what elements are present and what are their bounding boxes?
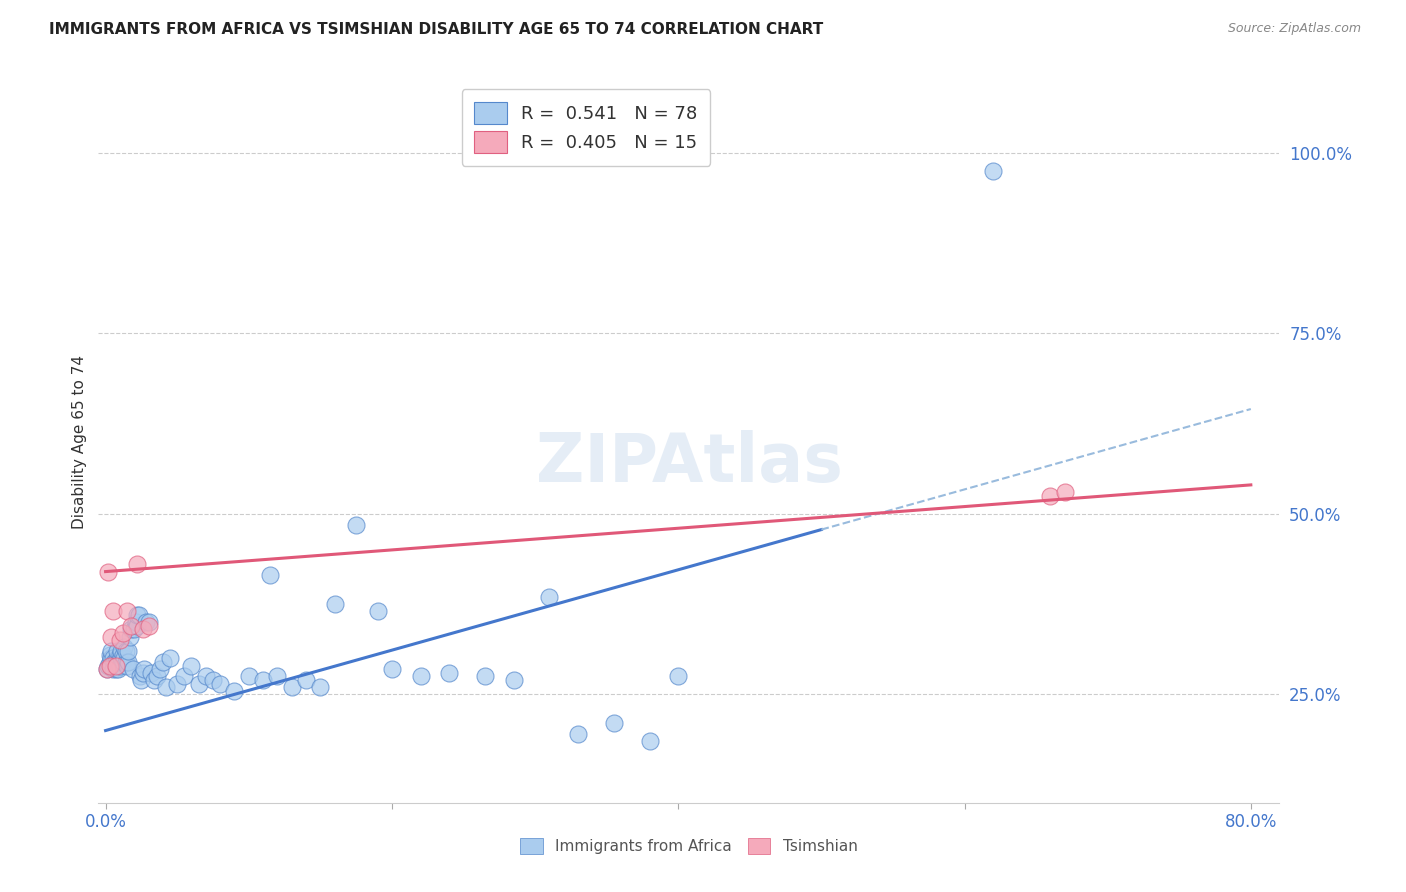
Point: [111, 648, 134, 662]
Point: [111, 626, 134, 640]
Point: [252, 673, 274, 687]
Point: [97, 565, 120, 579]
Point: [122, 623, 145, 637]
Point: [125, 619, 148, 633]
Point: [134, 662, 156, 676]
Point: [437, 665, 460, 680]
Point: [101, 651, 124, 665]
Point: [98, 658, 121, 673]
Point: [112, 651, 135, 665]
Point: [666, 669, 689, 683]
Point: [132, 665, 155, 680]
Point: [105, 644, 128, 658]
Point: [100, 651, 122, 665]
Point: [114, 655, 136, 669]
Point: [131, 673, 153, 687]
Point: [125, 558, 148, 572]
Point: [981, 163, 1004, 178]
Point: [149, 662, 172, 676]
Point: [107, 655, 129, 669]
Point: [107, 662, 129, 676]
Point: [502, 673, 524, 687]
Point: [100, 644, 122, 658]
Point: [367, 604, 389, 618]
Point: [101, 604, 124, 618]
Point: [104, 658, 127, 673]
Point: [124, 615, 146, 630]
Point: [111, 655, 134, 669]
Point: [152, 655, 174, 669]
Point: [115, 604, 138, 618]
Point: [187, 676, 209, 690]
Point: [138, 619, 160, 633]
Point: [101, 662, 124, 676]
Point: [128, 607, 150, 622]
Point: [638, 734, 661, 748]
Point: [194, 669, 217, 683]
Point: [104, 655, 127, 669]
Point: [155, 680, 177, 694]
Point: [141, 665, 163, 680]
Point: [117, 644, 139, 658]
Point: [409, 669, 432, 683]
Point: [96, 662, 118, 676]
Point: [129, 669, 152, 683]
Point: [266, 669, 288, 683]
Point: [108, 658, 131, 673]
Point: [166, 676, 188, 690]
Point: [173, 669, 195, 683]
Point: [381, 662, 404, 676]
Point: [280, 680, 302, 694]
Point: [259, 568, 281, 582]
Point: [224, 683, 246, 698]
Point: [115, 658, 138, 673]
Point: [135, 615, 157, 630]
Text: ZIPAtlas: ZIPAtlas: [536, 430, 842, 496]
Point: [295, 673, 318, 687]
Point: [103, 655, 125, 669]
Point: [180, 658, 202, 673]
Point: [323, 597, 346, 611]
Point: [132, 623, 155, 637]
Legend: Immigrants from Africa, Tsimshian: Immigrants from Africa, Tsimshian: [515, 832, 863, 860]
Point: [538, 590, 561, 604]
Point: [104, 662, 127, 676]
Point: [110, 644, 132, 658]
Point: [121, 662, 143, 676]
Point: [108, 633, 131, 648]
Point: [209, 676, 232, 690]
Point: [96, 662, 118, 676]
Point: [120, 619, 142, 633]
Point: [474, 669, 496, 683]
Point: [146, 669, 169, 683]
Text: Source: ZipAtlas.com: Source: ZipAtlas.com: [1227, 22, 1361, 36]
Point: [108, 648, 131, 662]
Point: [117, 655, 139, 669]
Point: [201, 673, 224, 687]
Point: [1039, 489, 1062, 503]
Text: IMMIGRANTS FROM AFRICA VS TSIMSHIAN DISABILITY AGE 65 TO 74 CORRELATION CHART: IMMIGRANTS FROM AFRICA VS TSIMSHIAN DISA…: [49, 22, 824, 37]
Point: [1053, 485, 1076, 500]
Point: [98, 648, 121, 662]
Point: [567, 727, 589, 741]
Point: [118, 630, 141, 644]
Point: [97, 658, 120, 673]
Point: [110, 651, 132, 665]
Point: [238, 669, 260, 683]
Point: [603, 716, 626, 731]
Point: [138, 615, 160, 630]
Point: [105, 651, 128, 665]
Point: [114, 644, 136, 658]
Point: [143, 673, 166, 687]
Point: [98, 655, 121, 669]
Point: [125, 607, 148, 622]
Point: [344, 517, 367, 532]
Point: [309, 680, 332, 694]
Point: [100, 630, 122, 644]
Point: [120, 623, 142, 637]
Point: [112, 640, 135, 655]
Y-axis label: Disability Age 65 to 74: Disability Age 65 to 74: [72, 354, 87, 529]
Point: [159, 651, 181, 665]
